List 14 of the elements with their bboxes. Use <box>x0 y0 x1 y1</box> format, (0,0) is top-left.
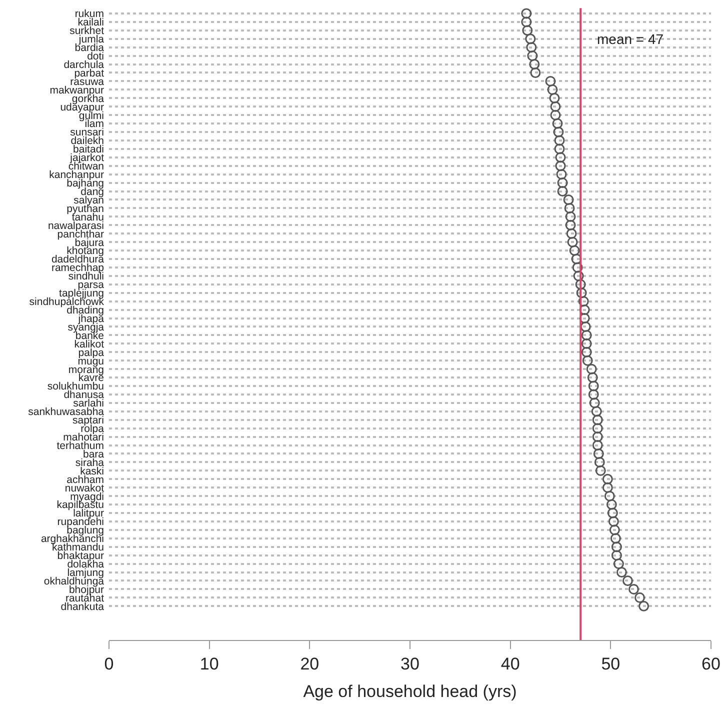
x-axis-title: Age of household head (yrs) <box>303 682 517 701</box>
y-tick-label: dhankuta <box>60 600 104 613</box>
x-tick-label: 0 <box>104 654 114 674</box>
x-tick-label: 10 <box>200 654 219 674</box>
x-tick-label: 50 <box>601 654 620 674</box>
x-tick-label: 20 <box>300 654 320 674</box>
x-tick-label: 60 <box>702 654 720 674</box>
y-tick-label: kalikot <box>74 338 104 350</box>
y-tick-label: rolpa <box>80 423 104 436</box>
x-tick-label: 40 <box>500 654 520 674</box>
x-tick-label: 30 <box>400 654 420 674</box>
y-tick-label: bara <box>82 448 104 460</box>
y-tick-label: jumla <box>78 34 104 46</box>
ref-line-label: mean = 47 <box>597 31 664 47</box>
